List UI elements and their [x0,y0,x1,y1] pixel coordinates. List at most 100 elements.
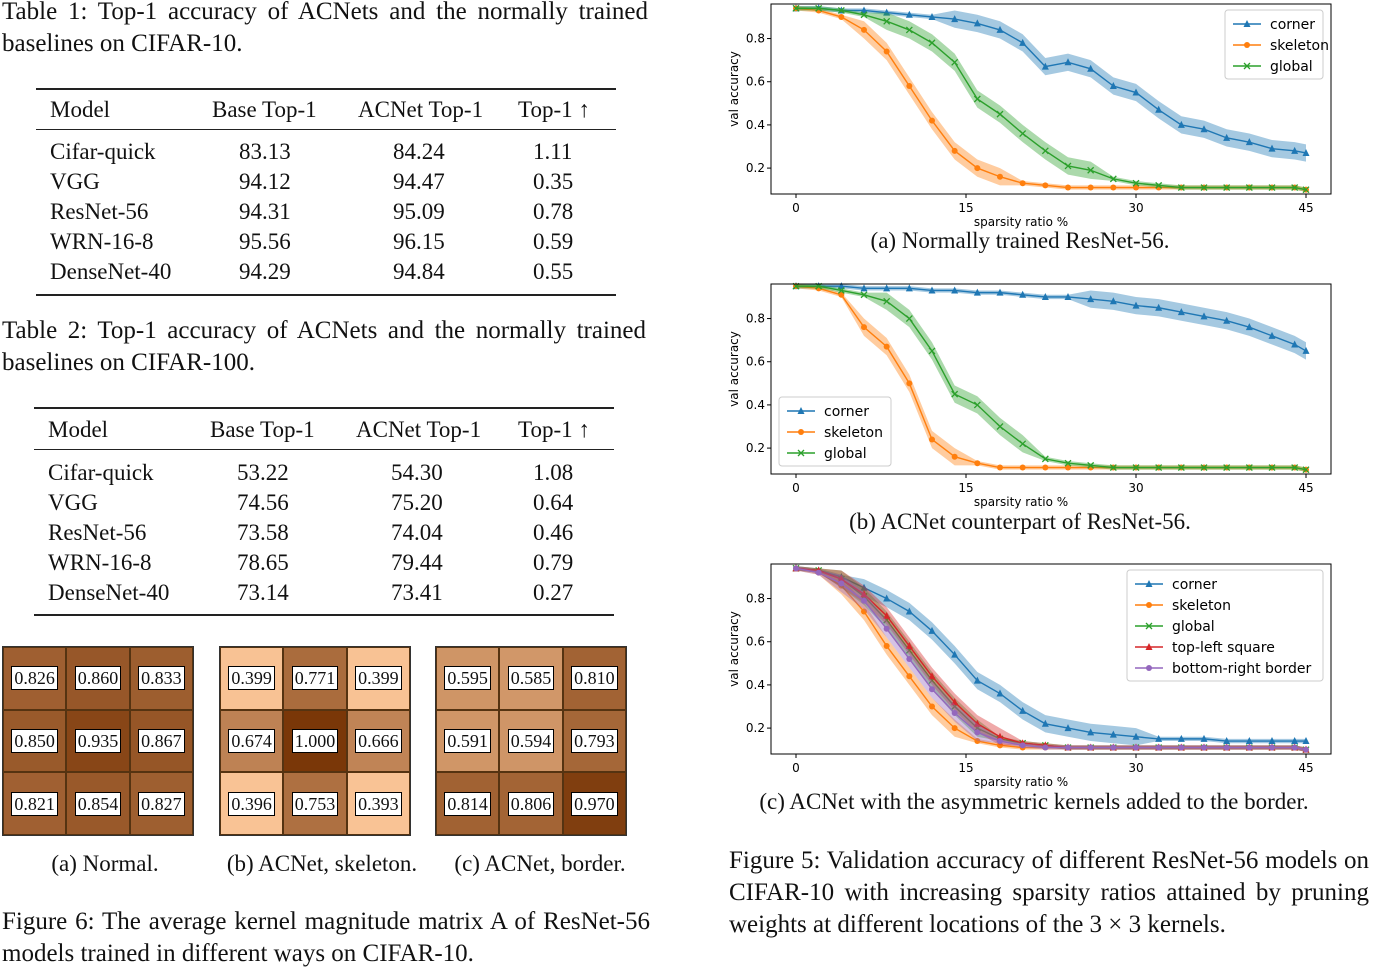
figure5-sub-b: (b) ACNet counterpart of ResNet-56. [849,509,1191,534]
table1-cell: 95.09 [393,199,445,224]
matrix-cell: 0.393 [346,772,410,835]
data-point [1178,744,1185,751]
data-point [973,19,981,27]
series-band-global [796,284,1306,472]
data-point [860,590,868,598]
table2-cell: 79.44 [391,550,443,575]
data-point [996,110,1004,118]
data-point [860,6,868,14]
data-point [837,282,845,290]
data-point [928,626,936,634]
kernel-matrix-border: 0.595 0.585 0.810 0.591 0.594 0.793 0.814 0.806… [435,646,627,836]
matrix-cell-value: 0.771 [291,666,339,691]
y-tick-label: 0.2 [746,441,765,455]
table1-top-rule [36,88,616,90]
matrix-cell-value: 0.850 [11,728,58,753]
data-point [1064,58,1072,66]
matrix-cell: 0.591 [436,709,500,773]
matrix-cell-value: 0.399 [228,666,275,691]
table2-cell: 0.64 [533,490,574,515]
table2-cell: 54.30 [391,460,443,485]
table2-header-row: Model Base Top-1 ACNet Top-1 Top-1 ↑ [48,415,618,445]
data-point [1065,464,1071,471]
x-tick-label: 0 [792,481,800,495]
matrix-cell: 0.833 [129,647,193,710]
legend-box [778,396,892,467]
data-point [1064,724,1072,732]
x-tick-label: 30 [1128,481,1143,495]
data-point [1132,88,1140,96]
x-tick-label: 45 [1298,481,1313,495]
x-tick-label: 0 [792,761,800,775]
data-point [905,315,913,323]
legend-label: skeleton [824,425,883,441]
matrix-cell: 0.793 [562,709,626,773]
data-point [1155,181,1163,189]
data-point [1302,148,1310,156]
x-tick-label: 15 [958,201,973,215]
table1-cell: 94.47 [393,169,445,194]
data-point [973,719,981,727]
data-point [1132,301,1140,309]
data-point [1302,186,1310,194]
data-point [1244,42,1250,48]
table1-row: DenseNet-40 94.29 94.84 0.55 [50,257,618,287]
table2-cell: ResNet-56 [48,520,147,545]
plot-frame [770,563,1332,755]
figure5-chart-c: 0 15 30 45 0.2 0.4 0.6 0.8 sparsity ratio % val a… [727,563,1332,789]
data-point [1155,303,1163,311]
data-point [883,643,890,650]
matrix-cell-value: 0.399 [355,666,402,691]
table2-top-rule [34,407,614,409]
matrix-cell-value: 0.854 [74,791,122,816]
table2-row: DenseNet-40 73.14 73.41 0.27 [48,578,618,608]
data-point [905,10,913,18]
y-tick-label: 0.8 [746,592,765,606]
data-point [1155,464,1163,471]
data-point [1302,737,1310,745]
data-point [906,83,913,90]
data-point [837,7,845,14]
table2-row: WRN-16-8 78.65 79.44 0.79 [48,548,618,578]
matrix-cell-value: 0.867 [138,728,185,753]
table1-row: WRN-16-8 95.56 96.15 0.59 [50,227,618,257]
data-point [929,117,935,124]
data-point [1133,744,1139,751]
matrix-cell-value: 0.970 [571,791,618,816]
figure6-caption: Figure 6: The average kernel magnitude m… [2,908,650,967]
legend-box [1224,9,1324,80]
table1-cell: 0.55 [533,259,574,284]
data-point [1200,464,1208,471]
table2-bottom-rule [34,614,614,616]
x-axis-label: sparsity ratio % [974,775,1068,789]
data-point [1269,744,1275,751]
series-line-corner [796,285,1307,352]
series-band-bottom-right-border [796,566,1306,752]
data-point [1268,331,1276,339]
data-point [1132,464,1140,471]
data-point [838,580,845,587]
data-point [1132,732,1140,740]
data-point [951,650,959,658]
table1-header: ACNet Top-1 [358,97,484,122]
table1-cell: 94.12 [239,169,291,194]
matrix-cell: 0.396 [220,772,284,835]
data-point [1291,146,1299,154]
matrix-cell-value: 0.826 [11,666,58,691]
matrix-cell: 0.860 [66,647,130,710]
data-point [838,291,845,298]
x-tick-label: 15 [958,761,973,775]
data-point [951,147,958,154]
matrix-cell: 0.399 [220,647,284,710]
y-tick-label: 0.6 [746,635,765,649]
table2-cell: 0.46 [533,520,574,545]
series-line-corner [796,7,1307,154]
legend-label: top-left square [1172,640,1275,656]
data-point [929,436,935,443]
table1-cell: 0.35 [533,169,574,194]
matrix-cell: 0.666 [346,709,410,773]
y-axis-label: val accuracy [727,611,741,687]
table2-mid-rule [34,449,614,450]
data-point [906,673,913,680]
data-point [797,407,805,414]
